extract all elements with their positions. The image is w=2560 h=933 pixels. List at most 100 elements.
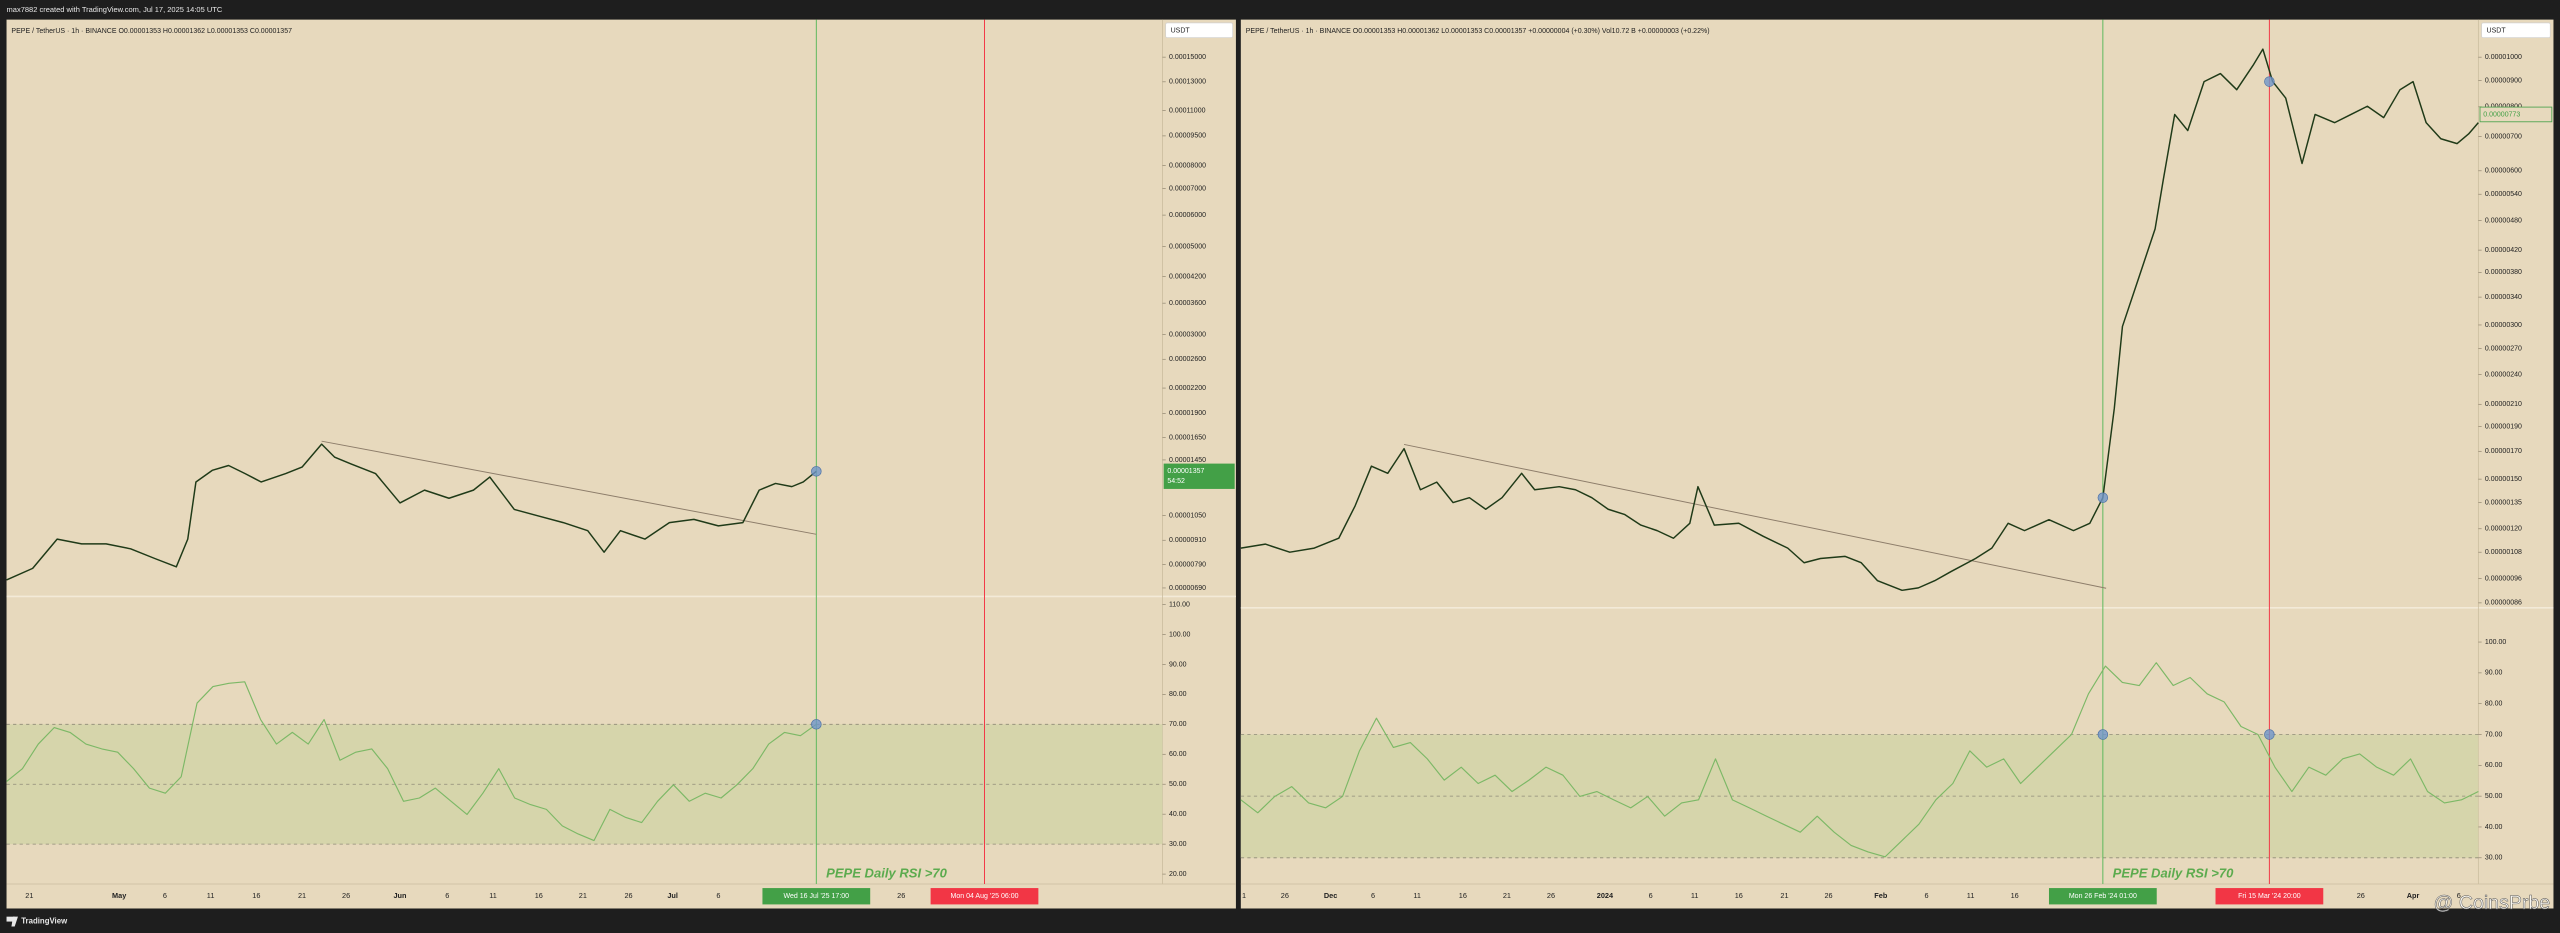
x-tick-label: 11 — [1691, 891, 1699, 900]
x-tick-label: 1 — [1242, 891, 1246, 900]
y-tick-label: 0.00000380 — [2485, 269, 2522, 276]
footer-brand: TradingView — [21, 917, 68, 926]
red-date-label: Mon 04 Aug '25 06:00 — [950, 893, 1018, 900]
legend: PEPE / TetherUS · 1h · BINANCE O0.000013… — [1246, 28, 1710, 35]
y-tick-label: 0.00000270 — [2485, 345, 2522, 352]
y-tick-label: 80.00 — [1169, 691, 1187, 698]
rsi-line — [1240, 662, 2479, 858]
y-tick-label: 80.00 — [2485, 701, 2503, 708]
y-tick-label: 40.00 — [1169, 811, 1187, 818]
price-line — [6, 443, 817, 581]
x-tick-label: 26 — [2357, 891, 2365, 900]
y-tick-label: 0.00009500 — [1169, 133, 1206, 140]
x-tick-label: 16 — [2011, 891, 2019, 900]
y-tick-label: 90.00 — [1169, 661, 1187, 668]
y-tick-label: 60.00 — [1169, 751, 1187, 758]
y-tick-label: 0.00000700 — [2485, 133, 2522, 140]
y-tick-label: 70.00 — [2485, 731, 2503, 738]
x-tick-label: 6 — [445, 891, 449, 900]
y-tick-label: 0.00015000 — [1169, 54, 1206, 61]
x-tick-label: May — [112, 891, 127, 900]
green-date-badge — [2048, 888, 2157, 905]
y-tick-label: 0.00001000 — [2485, 54, 2522, 61]
x-tick-label: Feb — [1874, 891, 1888, 900]
y-tick-label: 50.00 — [1169, 781, 1187, 788]
x-tick-label: 21 — [579, 891, 587, 900]
y-tick-label: 110.00 — [1169, 601, 1190, 608]
y-tick-label: 0.00011000 — [1169, 107, 1206, 114]
y-tick-label: 0.00001450 — [1169, 457, 1206, 464]
y-tick-label: 100.00 — [1169, 631, 1191, 638]
y-tick-label: 30.00 — [2485, 855, 2503, 862]
x-tick-label: 21 — [298, 891, 306, 900]
annotation: PEPE Daily RSI >70 — [2113, 866, 2234, 881]
x-tick-label: 26 — [342, 891, 350, 900]
x-tick-label: 6 — [1371, 891, 1375, 900]
y-tick-label: 0.00000210 — [2485, 401, 2522, 408]
x-tick-label: 16 — [252, 891, 260, 900]
y-tick-label: 0.00008000 — [1169, 162, 1206, 169]
x-tick-label: 21 — [25, 891, 33, 900]
x-tick-label: 11 — [489, 891, 497, 900]
red-date-badge — [2215, 888, 2324, 905]
y-tick-label: 0.00000600 — [2485, 168, 2522, 175]
x-tick-label: 26 — [897, 891, 905, 900]
y-tick-label: 0.00003600 — [1169, 300, 1206, 307]
red-date-label: Fri 15 Mar '24 20:00 — [2238, 893, 2301, 900]
y-tick-label: 0.00005000 — [1169, 243, 1206, 250]
last-price-label: 0.00000773 — [2483, 111, 2520, 118]
x-tick-label: 6 — [1924, 891, 1928, 900]
y-tick-label: 20.00 — [1169, 871, 1187, 878]
y-tick-label: 90.00 — [2485, 670, 2503, 677]
last-price-label: 0.00001357 — [1167, 468, 1204, 475]
y-tick-label: 0.00003000 — [1169, 331, 1206, 338]
x-tick-label: 21 — [1503, 891, 1511, 900]
currency-label: USDT — [1171, 28, 1191, 35]
x-tick-label: 26 — [624, 891, 632, 900]
y-tick-label: 0.00004200 — [1169, 273, 1206, 280]
y-tick-label: 40.00 — [2485, 824, 2503, 831]
x-tick-label: 26 — [1547, 891, 1555, 900]
y-tick-label: 0.00000086 — [2485, 600, 2522, 607]
x-tick-label: 2024 — [1597, 891, 1614, 900]
y-tick-label: 0.00002200 — [1169, 385, 1206, 392]
y-tick-label: 100.00 — [2485, 639, 2507, 646]
y-tick-label: 0.00000150 — [2485, 476, 2522, 483]
marker-dot — [2097, 492, 2109, 503]
currency-button — [2481, 22, 2551, 38]
x-tick-label: 6 — [1649, 891, 1653, 900]
chart-panel: 0.00015000 0.00013000 0.00011000 0.00009500… — [6, 19, 1236, 909]
rsi-line — [6, 681, 817, 842]
y-tick-label: 0.00001900 — [1169, 410, 1206, 417]
green-date-label: Wed 16 Jul '25 17:00 — [784, 893, 850, 900]
y-tick-label: 30.00 — [1169, 841, 1187, 848]
red-date-badge — [930, 888, 1039, 905]
y-tick-label: 0.00000690 — [1169, 585, 1206, 592]
watermark: @ CoinsPrbe — [2434, 892, 2551, 914]
marker-dot — [2097, 729, 2109, 740]
green-date-label: Mon 26 Feb '24 01:00 — [2069, 893, 2137, 900]
currency-button — [1165, 22, 1233, 38]
x-tick-label: 21 — [1780, 891, 1788, 900]
x-tick-label: 6 — [716, 891, 720, 900]
marker-dot — [811, 719, 822, 730]
marker-dot — [811, 466, 822, 477]
y-tick-label: 0.00000108 — [2485, 549, 2522, 556]
y-tick-label: 0.00007000 — [1169, 185, 1206, 192]
y-tick-label: 0.00000540 — [2485, 191, 2522, 198]
marker-dot — [2264, 76, 2275, 87]
trendline — [1403, 443, 2107, 589]
y-tick-label: 0.00000190 — [2485, 423, 2522, 430]
y-tick-label: 0.00013000 — [1169, 79, 1206, 86]
currency-label: USDT — [2487, 28, 2507, 35]
trendline — [321, 440, 817, 535]
y-tick-label: 0.00001050 — [1169, 512, 1206, 519]
x-tick-label: 6 — [2457, 891, 2461, 900]
y-tick-label: 0.00001650 — [1169, 435, 1206, 442]
x-tick-label: Dec — [1324, 891, 1337, 900]
y-tick-label: 0.00006000 — [1169, 212, 1206, 219]
y-tick-label: 0.00000170 — [2485, 448, 2522, 455]
y-tick-label: 0.00000300 — [2485, 322, 2522, 329]
x-tick-label: 16 — [1735, 891, 1743, 900]
